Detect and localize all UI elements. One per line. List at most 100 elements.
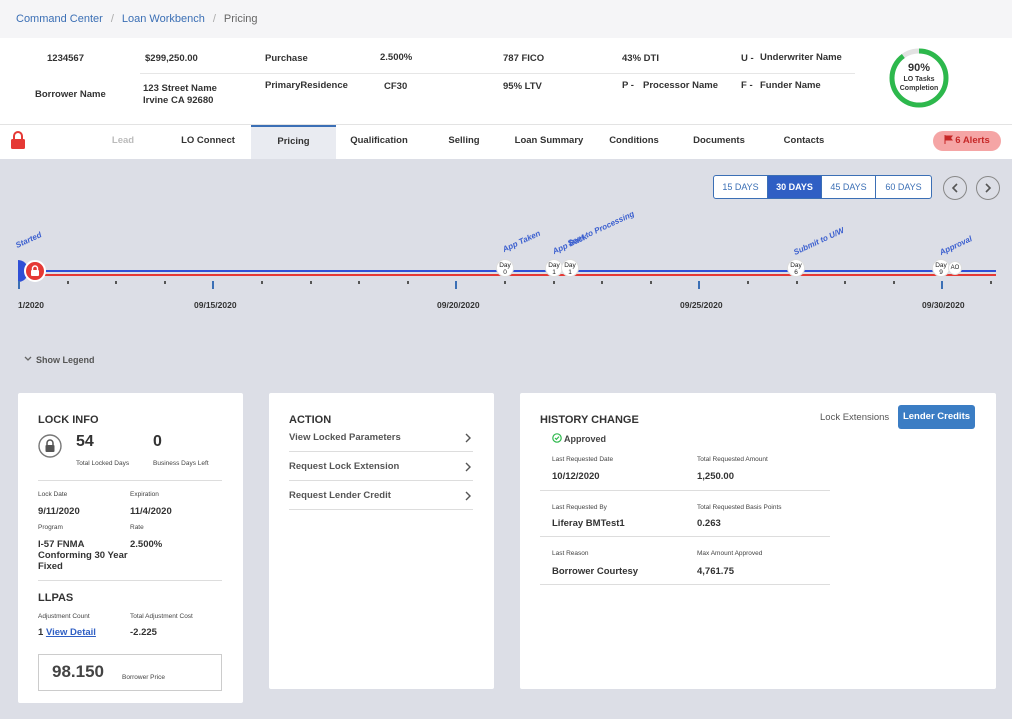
- event-day-marker[interactable]: Day 6: [787, 259, 805, 277]
- tab-conditions[interactable]: Conditions: [609, 135, 659, 146]
- lock-date: 9/11/2020: [38, 506, 80, 517]
- loan-rate: 2.500%: [380, 52, 413, 63]
- loan-header: 1234567 $299,250.00 Purchase 2.500% 787 …: [0, 38, 1012, 125]
- next-button[interactable]: [976, 176, 1000, 200]
- lender-credits-button[interactable]: Lender Credits: [898, 405, 975, 429]
- rate-label: Rate: [130, 524, 144, 531]
- loan-amount: $299,250.00: [145, 53, 198, 64]
- total-requested-amount-label: Total Requested Amount: [697, 456, 768, 463]
- tab-contacts[interactable]: Contacts: [783, 135, 825, 146]
- breadcrumb-loan-workbench[interactable]: Loan Workbench: [121, 13, 205, 25]
- action-card: ACTION View Locked Parameters Request Lo…: [269, 393, 494, 689]
- divider: [540, 490, 830, 491]
- timeline-minor-tick: [67, 281, 69, 284]
- underwriter-name: Underwriter Name: [760, 52, 842, 63]
- prev-button[interactable]: [943, 176, 967, 200]
- event-day-marker[interactable]: Day 1: [545, 259, 563, 277]
- show-legend-label: Show Legend: [36, 355, 95, 365]
- days-30-button[interactable]: 30 DAYS: [768, 176, 822, 198]
- request-lender-credit-link[interactable]: Request Lender Credit: [289, 482, 473, 510]
- timeline-minor-tick: [844, 281, 846, 284]
- event-ao-marker[interactable]: AO: [948, 261, 962, 275]
- tab-selling[interactable]: Selling: [448, 135, 480, 146]
- breadcrumb-separator: /: [110, 13, 114, 25]
- chevron-right-icon: [465, 433, 471, 443]
- timeline-minor-tick: [115, 281, 117, 284]
- underwriter-prefix: U -: [741, 53, 754, 64]
- timeline-minor-tick: [747, 281, 749, 284]
- tab-loan-summary[interactable]: Loan Summary: [514, 135, 584, 146]
- view-detail-link[interactable]: View Detail: [45, 627, 96, 638]
- breadcrumb-separator: /: [212, 13, 216, 25]
- lock-extensions-tab[interactable]: Lock Extensions: [820, 412, 890, 423]
- borrower-price-label: Borrower Price: [122, 674, 165, 681]
- event-day-marker[interactable]: Day 9: [932, 259, 950, 277]
- ltv-value: 95% LTV: [503, 81, 542, 92]
- tasks-label-line2: Completion: [899, 85, 939, 92]
- tab-documents[interactable]: Documents: [693, 135, 745, 146]
- padlock-icon: [38, 434, 62, 458]
- breadcrumb-command-center[interactable]: Command Center: [16, 13, 103, 25]
- event-day-marker[interactable]: Day 0: [496, 259, 514, 277]
- timeline-date: 1/2020: [18, 300, 44, 310]
- fico-score: 787 FICO: [503, 53, 545, 64]
- alerts-label: 6 Alerts: [955, 135, 990, 146]
- request-lock-extension-link[interactable]: Request Lock Extension: [289, 453, 473, 481]
- days-15-button[interactable]: 15 DAYS: [714, 176, 768, 198]
- day-range-selector: 15 DAYS 30 DAYS 45 DAYS 60 DAYS: [713, 175, 932, 199]
- tab-lo-connect[interactable]: LO Connect: [181, 135, 235, 146]
- divider: [140, 73, 855, 74]
- borrower-name: Borrower Name: [35, 89, 106, 100]
- timeline-date: 09/15/2020: [194, 300, 237, 310]
- view-locked-parameters-link[interactable]: View Locked Parameters: [289, 424, 473, 452]
- timeline-minor-tick: [407, 281, 409, 284]
- expiration-label: Expiration: [130, 491, 159, 498]
- last-requested-date-label: Last Requested Date: [552, 456, 614, 463]
- timeline-major-tick: [698, 281, 700, 289]
- tab-lead[interactable]: Lead: [111, 135, 135, 146]
- timeline-minor-tick: [990, 281, 992, 284]
- expiration-date: 11/4/2020: [130, 506, 172, 517]
- chevron-right-icon: [985, 183, 992, 193]
- loan-number: 1234567: [47, 53, 84, 64]
- loan-product: CF30: [384, 81, 408, 92]
- lo-tasks-completion-ring: 90% LO Tasks Completion: [888, 47, 950, 109]
- total-basis-points: 0.263: [697, 518, 721, 529]
- timeline-date: 09/20/2020: [437, 300, 480, 310]
- show-legend-toggle[interactable]: Show Legend: [24, 355, 95, 365]
- timeline-minor-tick: [310, 281, 312, 284]
- breadcrumb-current: Pricing: [223, 13, 258, 25]
- tab-bar: Lead LO Connect Pricing Qualification Se…: [0, 125, 1012, 159]
- last-requested-date: 10/12/2020: [552, 471, 600, 482]
- rate-value: 2.500%: [130, 539, 163, 550]
- event-label-submit-uw: Submit to U/W: [792, 225, 846, 257]
- total-locked-days-label: Total Locked Days: [76, 460, 130, 467]
- divider: [38, 580, 222, 581]
- event-label-started: Started: [14, 230, 43, 250]
- progress-ring-icon: [889, 48, 949, 108]
- borrower-price: 98.150: [52, 662, 104, 681]
- tab-pricing[interactable]: Pricing: [251, 125, 336, 159]
- days-45-button[interactable]: 45 DAYS: [822, 176, 876, 198]
- total-basis-points-label: Total Requested Basis Points: [697, 504, 782, 511]
- chevron-left-icon: [951, 183, 958, 193]
- tab-qualification[interactable]: Qualification: [350, 135, 408, 146]
- llpas-title: LLPAS: [38, 592, 74, 604]
- address-line1: 123 Street Name: [143, 83, 217, 94]
- timeline-minor-tick: [601, 281, 603, 284]
- history-title: HISTORY CHANGE: [540, 414, 639, 426]
- days-60-button[interactable]: 60 DAYS: [885, 182, 922, 192]
- event-day-marker[interactable]: Day 1: [561, 259, 579, 277]
- tasks-label-line1: LO Tasks: [903, 76, 935, 83]
- max-amount-approved: 4,761.75: [697, 566, 734, 577]
- last-requested-by-label: Last Requested By: [552, 504, 607, 511]
- action-title: ACTION: [289, 414, 332, 426]
- total-adjustment-cost-label: Total Adjustment Cost: [130, 613, 193, 620]
- alerts-button[interactable]: 6 Alerts: [933, 131, 1001, 151]
- occupancy: PrimaryResidence: [265, 80, 348, 91]
- lock-icon: [31, 265, 39, 276]
- business-days-left: 0: [153, 433, 162, 450]
- timeline-minor-tick: [553, 281, 555, 284]
- last-requested-by: Liferay BMTest1: [552, 518, 625, 529]
- total-requested-amount: 1,250.00: [697, 471, 734, 482]
